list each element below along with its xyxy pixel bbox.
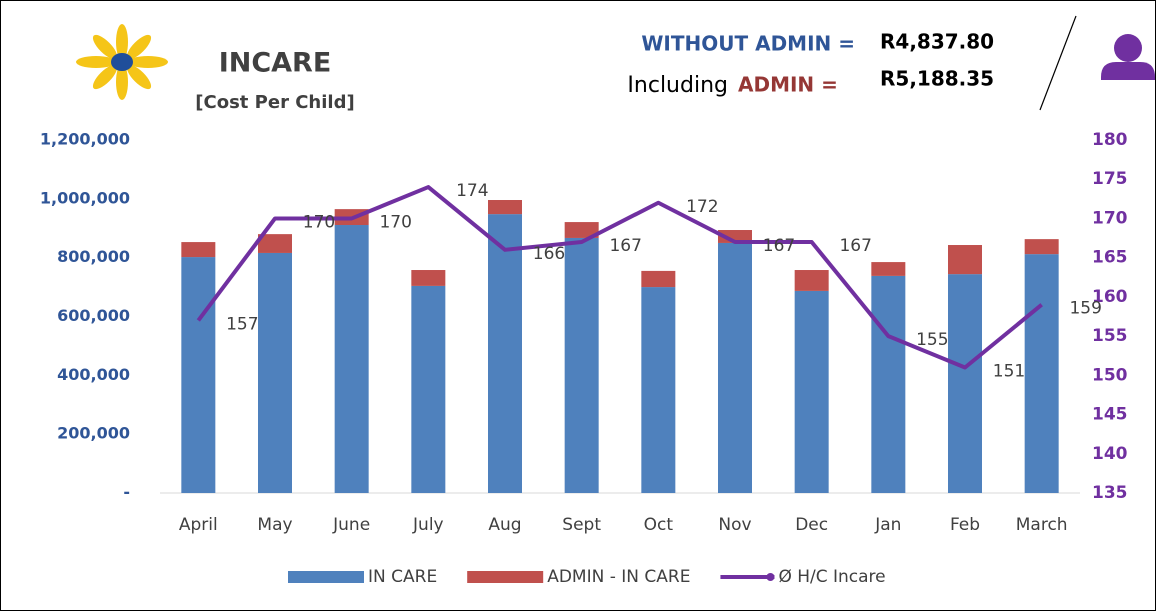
x-tick-label: Oct <box>644 515 674 535</box>
data-label: 170 <box>379 212 411 232</box>
y2-tick-label: 170 <box>1092 208 1128 228</box>
x-tick-label: July <box>412 515 444 535</box>
legend-label: IN CARE <box>368 567 437 587</box>
bar <box>488 200 522 215</box>
bar <box>411 270 446 286</box>
bar <box>871 262 906 276</box>
y2-tick-label: 175 <box>1092 169 1128 189</box>
bar <box>1024 239 1059 255</box>
without-label: WITHOUT ADMIN = <box>641 32 855 56</box>
data-label: 167 <box>839 236 871 256</box>
y-tick-label: 600,000 <box>57 306 130 325</box>
y-tick-label: 400,000 <box>57 365 130 384</box>
including-label: Including <box>627 73 728 98</box>
y2-tick-label: 145 <box>1092 405 1128 425</box>
y-tick-label: - <box>123 483 130 502</box>
legend-label: ADMIN - IN CARE <box>547 567 690 587</box>
x-tick-label: April <box>179 515 218 535</box>
bar <box>181 257 216 493</box>
bar <box>258 234 292 253</box>
x-tick-label: May <box>257 515 292 535</box>
data-label: 170 <box>303 212 335 232</box>
legend-label: Ø H/C Incare <box>778 567 885 587</box>
y-tick-label: 200,000 <box>57 424 130 443</box>
bar <box>718 242 752 493</box>
bar <box>258 252 292 493</box>
bar <box>641 270 676 288</box>
y-tick-label: 800,000 <box>57 247 130 266</box>
including-value: R5,188.35 <box>880 67 994 91</box>
y2-tick-label: 155 <box>1092 326 1128 346</box>
y2-tick-label: 140 <box>1092 444 1128 464</box>
x-tick-label: June <box>332 515 370 535</box>
bar <box>564 222 599 238</box>
without-value: R4,837.80 <box>880 30 994 54</box>
bar <box>948 245 982 275</box>
data-label: 174 <box>456 181 488 201</box>
data-label: 166 <box>533 244 565 264</box>
x-tick-label: Sept <box>562 515 601 535</box>
bar <box>641 287 676 493</box>
bar <box>181 242 216 258</box>
bar <box>411 285 446 493</box>
y2-tick-label: 160 <box>1092 287 1128 307</box>
data-label: 151 <box>993 361 1025 381</box>
y-tick-label: 1,200,000 <box>40 130 130 149</box>
sun-icon <box>76 24 168 100</box>
subtitle: [Cost Per Child] <box>195 92 354 113</box>
y-tick-label: 1,000,000 <box>40 188 130 207</box>
bar <box>948 274 982 493</box>
data-label: 167 <box>609 236 641 256</box>
x-tick-label: Dec <box>795 515 828 535</box>
bar <box>488 214 522 493</box>
legend-swatch <box>467 571 544 583</box>
title: INCARE <box>219 48 332 79</box>
y2-tick-label: 165 <box>1092 248 1128 268</box>
legend-swatch <box>288 571 364 583</box>
bar <box>794 290 829 493</box>
bar <box>1024 254 1059 493</box>
data-label: 155 <box>916 330 948 350</box>
y2-tick-label: 135 <box>1092 483 1128 503</box>
data-label: 167 <box>763 236 795 256</box>
y2-tick-label: 150 <box>1092 365 1128 385</box>
x-tick-label: March <box>1016 515 1068 535</box>
legend-marker <box>766 573 775 581</box>
bar <box>871 275 906 493</box>
x-tick-label: Nov <box>718 515 751 535</box>
bar <box>564 237 599 493</box>
divider <box>1039 15 1077 111</box>
including-admin: ADMIN = <box>738 73 838 97</box>
data-label: 172 <box>686 197 718 217</box>
line <box>196 185 1043 370</box>
y2-tick-label: 180 <box>1092 130 1128 150</box>
data-label: 157 <box>226 314 258 334</box>
bar <box>794 270 829 291</box>
data-label: 159 <box>1069 299 1101 319</box>
x-tick-label: Aug <box>488 515 521 535</box>
x-tick-label: Feb <box>950 515 980 535</box>
user-icon <box>1101 34 1155 80</box>
bar <box>334 225 369 493</box>
x-tick-label: Jan <box>874 515 901 535</box>
